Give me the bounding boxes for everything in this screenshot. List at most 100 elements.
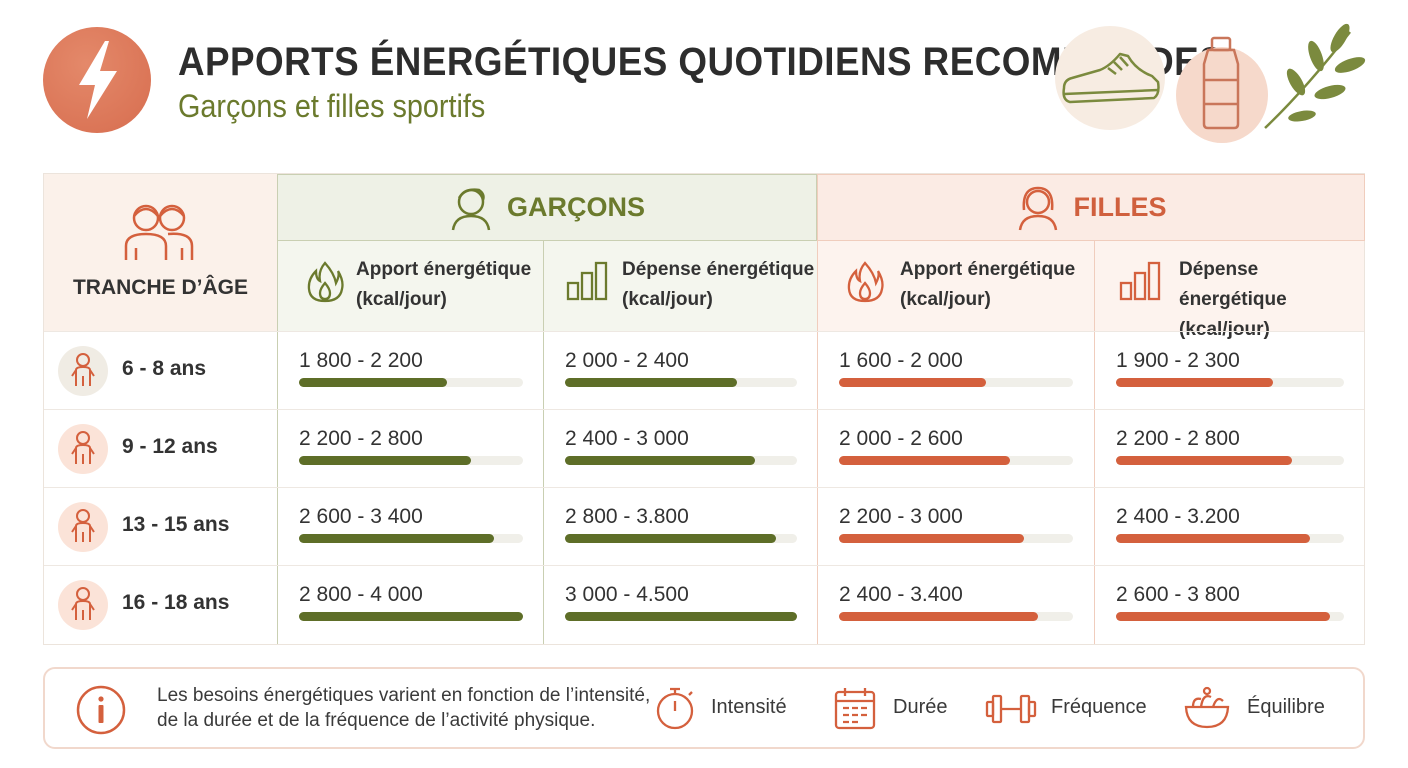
bar-fill — [565, 456, 756, 465]
boys-apport-value: 2 800 - 4 000 — [299, 583, 423, 606]
boys-apport-title: Apport énergétique — [356, 259, 532, 280]
boys-depense-value: 2 000 - 2 400 — [565, 349, 689, 372]
bar-fill — [565, 534, 777, 543]
boys-apport-value: 2 200 - 2 800 — [299, 427, 423, 450]
girls-depense-bar — [1116, 612, 1344, 621]
energy-table: TRANCHE D’ÂGE GARÇONS FILLES Apport én — [43, 173, 1365, 645]
girls-depense-bar — [1116, 456, 1344, 465]
girls-depense-bar — [1116, 534, 1344, 543]
child-icon — [58, 580, 108, 630]
boys-apport-bar — [299, 612, 523, 621]
flame-icon — [847, 261, 884, 303]
factor-label: Fréquence — [1051, 696, 1147, 718]
girls-header-label: FILLES — [1073, 192, 1167, 222]
age-cell: 16 - 18 ans — [44, 566, 277, 644]
boys-depense-header: Dépense énergétique (kcal/jour) — [543, 241, 817, 331]
boys-apport-value: 1 800 - 2 200 — [299, 349, 423, 372]
boys-depense-unit: (kcal/jour) — [622, 289, 713, 310]
bar-fill — [1116, 378, 1274, 387]
factor-label: Durée — [893, 696, 948, 718]
note-line-2: de la durée et de la fréquence de l’acti… — [157, 710, 596, 731]
bar-fill — [299, 612, 523, 621]
girls-apport-bar — [839, 378, 1073, 387]
header: APPORTS ÉNERGÉTIQUES QUOTIDIENS RECOMMAN… — [0, 0, 1408, 160]
boys-depense-value: 2 800 - 3.800 — [565, 505, 689, 528]
bar-fill — [565, 612, 797, 621]
stopwatch-icon — [656, 687, 694, 730]
boys-apport-cell: 2 200 - 2 800 — [277, 410, 543, 488]
factor-equilibre: Équilibre — [1183, 685, 1333, 731]
boys-apport-bar — [299, 456, 523, 465]
leaf-branch-icon — [1264, 23, 1366, 129]
age-cell: 9 - 12 ans — [44, 410, 277, 488]
factor-duree: Durée — [833, 685, 963, 731]
page-title: APPORTS ÉNERGÉTIQUES QUOTIDIENS RECOMMAN… — [178, 40, 1225, 84]
boys-apport-cell: 1 800 - 2 200 — [277, 332, 543, 410]
girls-apport-cell: 1 600 - 2 000 — [817, 332, 1094, 410]
child-icon — [58, 346, 108, 396]
girls-apport-bar — [839, 612, 1073, 621]
girls-depense-value: 1 900 - 2 300 — [1116, 349, 1240, 372]
girls-depense-cell: 2 200 - 2 800 — [1094, 410, 1364, 488]
salad-bowl-icon — [1184, 686, 1230, 729]
boys-apport-cell: 2 800 - 4 000 — [277, 566, 543, 644]
dumbbell-icon — [985, 694, 1037, 724]
factor-intensite: Intensité — [653, 685, 803, 731]
page-subtitle: Garçons et filles sportifs — [178, 88, 486, 124]
table-row: 6 - 8 ans 1 800 - 2 200 2 000 - 2 400 1 … — [44, 331, 1364, 410]
bar-fill — [565, 378, 737, 387]
boys-apport-header: Apport énergétique (kcal/jour) — [277, 241, 543, 331]
girls-apport-bar — [839, 456, 1073, 465]
girls-depense-unit: (kcal/jour) — [1179, 319, 1270, 340]
bar-chart-icon — [1119, 261, 1161, 301]
table-row: 9 - 12 ans 2 200 - 2 800 2 400 - 3 000 2… — [44, 409, 1364, 488]
girls-depense-cell: 1 900 - 2 300 — [1094, 332, 1364, 410]
girls-depense-value: 2 200 - 2 800 — [1116, 427, 1240, 450]
boys-apport-cell: 2 600 - 3 400 — [277, 488, 543, 566]
girls-group-header: FILLES — [817, 174, 1365, 241]
boys-depense-value: 2 400 - 3 000 — [565, 427, 689, 450]
boys-apport-bar — [299, 534, 523, 543]
footer-note: Les besoins énergétiques varient en fonc… — [43, 667, 1365, 749]
boys-header-label: GARÇONS — [506, 192, 645, 222]
sneaker-icon — [1062, 52, 1160, 104]
boys-depense-bar — [565, 456, 797, 465]
boys-apport-bar — [299, 378, 523, 387]
girls-apport-value: 2 200 - 3 000 — [839, 505, 963, 528]
age-label: 16 - 18 ans — [122, 591, 230, 614]
boys-depense-cell: 2 800 - 3.800 — [543, 488, 817, 566]
bar-fill — [299, 534, 494, 543]
boys-apport-unit: (kcal/jour) — [356, 289, 447, 310]
age-header-label: TRANCHE D’ÂGE — [72, 276, 248, 299]
girls-depense-bar — [1116, 378, 1344, 387]
girls-apport-cell: 2 000 - 2 600 — [817, 410, 1094, 488]
water-bottle-icon — [1202, 36, 1240, 130]
two-people-icon — [124, 204, 194, 260]
calendar-icon — [834, 688, 876, 730]
girls-apport-cell: 2 200 - 3 000 — [817, 488, 1094, 566]
note-line-1: Les besoins énergétiques varient en fonc… — [157, 685, 651, 706]
girls-apport-value: 1 600 - 2 000 — [839, 349, 963, 372]
age-cell: 13 - 15 ans — [44, 488, 277, 566]
girls-depense-header: Dépense énergétique (kcal/jour) — [1094, 241, 1364, 340]
boy-icon — [451, 187, 491, 230]
child-icon — [58, 502, 108, 552]
decoration-illustration — [1055, 23, 1366, 143]
bar-fill — [299, 378, 447, 387]
age-label: 9 - 12 ans — [122, 435, 218, 458]
bar-fill — [1116, 534, 1310, 543]
flame-icon — [307, 261, 344, 303]
bar-fill — [839, 456, 1010, 465]
boys-depense-cell: 2 400 - 3 000 — [543, 410, 817, 488]
girls-depense-title: Dépense énergétique — [1179, 259, 1287, 310]
girls-depense-value: 2 400 - 3.200 — [1116, 505, 1240, 528]
child-icon — [58, 424, 108, 474]
table-row: 13 - 15 ans 2 600 - 3 400 2 800 - 3.800 … — [44, 487, 1364, 566]
bar-fill — [1116, 456, 1292, 465]
factor-frequence: Fréquence — [985, 685, 1155, 731]
lightning-icon — [43, 27, 151, 133]
bar-fill — [299, 456, 472, 465]
boys-group-header: GARÇONS — [277, 174, 817, 241]
bar-fill — [839, 612, 1038, 621]
girls-apport-cell: 2 400 - 3.400 — [817, 566, 1094, 644]
